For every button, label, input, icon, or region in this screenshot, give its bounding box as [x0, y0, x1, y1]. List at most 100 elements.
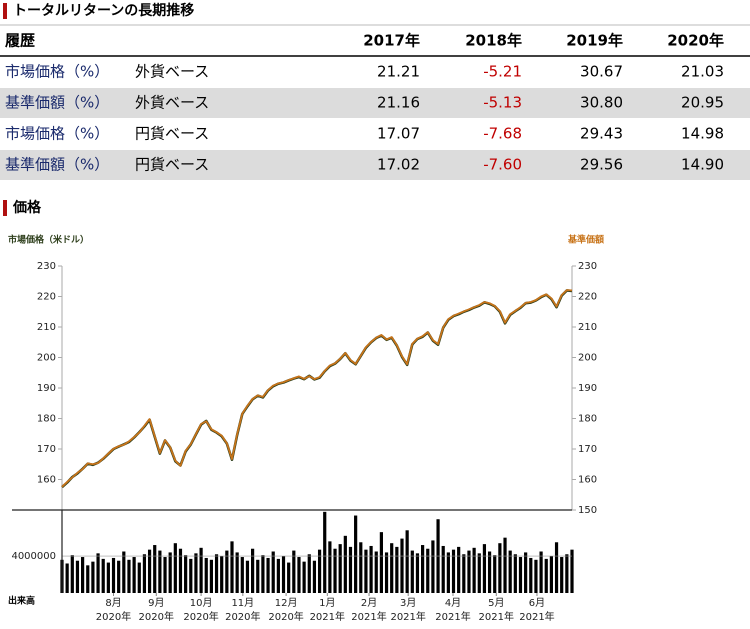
- volume-bar: [390, 543, 394, 593]
- section-title: 価格: [12, 199, 42, 216]
- row-label: 基準価額（%）: [5, 94, 109, 112]
- table-header: 2017年: [363, 32, 420, 50]
- row-label: 基準価額（%）: [5, 156, 109, 174]
- volume-bar: [544, 558, 548, 593]
- volume-bar: [106, 562, 110, 593]
- volume-bar: [451, 549, 456, 593]
- volume-bar: [549, 556, 553, 593]
- x-tick-year: 2021年: [435, 610, 470, 623]
- volume-bar: [137, 562, 141, 593]
- y-tick-label: 190: [37, 383, 56, 394]
- x-tick-year: 2021年: [390, 610, 425, 623]
- row-background: [0, 150, 750, 180]
- y-tick-label: 160: [37, 475, 56, 486]
- volume-bar: [245, 560, 250, 593]
- volume-bar: [111, 557, 116, 593]
- table-cell: 21.21: [377, 63, 420, 81]
- volume-bar: [117, 560, 121, 593]
- volume-bar: [240, 557, 244, 593]
- volume-bar: [127, 559, 131, 593]
- volume-bar: [493, 555, 497, 593]
- volume-bar: [75, 560, 80, 593]
- table-cell: 20.95: [681, 94, 724, 112]
- volume-bar: [194, 553, 198, 593]
- volume-bar: [369, 545, 373, 593]
- volume-bar: [225, 550, 229, 593]
- x-tick-year: 2021年: [310, 610, 345, 623]
- volume-bar: [204, 557, 208, 593]
- volume-bar: [565, 554, 569, 593]
- volume-bar: [173, 543, 177, 593]
- volume-bar: [281, 556, 286, 593]
- row-label: 市場価格（%）: [5, 125, 109, 143]
- volume-bar: [508, 550, 512, 593]
- x-tick-label: 4月: [445, 597, 461, 609]
- volume-bar: [214, 554, 219, 593]
- volume-bar: [178, 548, 183, 593]
- volume-bar: [400, 538, 404, 593]
- table-cell: 21.03: [681, 63, 724, 81]
- volume-bar: [220, 556, 224, 593]
- x-tick-year: 2020年: [268, 610, 303, 623]
- volume-bar: [343, 535, 347, 593]
- row-basis: 円貨ベース: [135, 125, 209, 143]
- x-tick-year: 2020年: [96, 610, 131, 623]
- volume-bar: [554, 542, 559, 593]
- table-cell: 30.80: [580, 94, 623, 112]
- volume-bar: [209, 559, 213, 593]
- volume-bar: [312, 560, 317, 593]
- volume-bar: [513, 554, 517, 593]
- row-basis: 外貨ベース: [135, 94, 209, 112]
- row-background: [0, 88, 750, 118]
- table-header: 2019年: [566, 32, 623, 50]
- volume-bar: [235, 552, 239, 593]
- section-title: トータルリターンの長期推移: [13, 2, 194, 19]
- volume-bar: [189, 558, 193, 593]
- volume-bar: [364, 549, 368, 593]
- x-tick-year: 2020年: [139, 610, 174, 623]
- volume-bar: [472, 547, 476, 593]
- table-cell: 17.07: [377, 125, 420, 143]
- y-tick-label: 200: [37, 353, 56, 364]
- volume-bar: [328, 541, 332, 593]
- volume-tick-label: 4000000: [11, 551, 56, 562]
- x-tick-label: 6月: [529, 597, 545, 609]
- x-tick-label: 11月: [231, 597, 254, 609]
- y2-tick-label: 180: [578, 414, 597, 425]
- volume-bar: [70, 555, 74, 593]
- row-basis: 円貨ベース: [135, 156, 209, 174]
- volume-bar: [359, 542, 363, 593]
- volume-bar: [302, 561, 306, 593]
- volume-bar: [96, 553, 100, 593]
- volume-bar: [446, 552, 450, 593]
- volume-bar: [384, 552, 389, 593]
- volume-bar: [86, 565, 90, 593]
- volume-bar: [518, 557, 523, 593]
- volume-bar: [462, 554, 466, 593]
- volume-bar: [276, 558, 280, 593]
- volume-bar: [477, 553, 481, 593]
- volume-bar: [410, 550, 414, 593]
- volume-bar: [421, 545, 425, 593]
- volume-bar: [457, 546, 461, 593]
- table-header: 2018年: [465, 32, 522, 50]
- volume-bar: [338, 544, 342, 593]
- volume-bar: [487, 551, 492, 593]
- volume-bar: [292, 550, 296, 593]
- x-tick-label: 9月: [148, 597, 164, 609]
- table-cell: 14.90: [681, 156, 724, 174]
- volume-bar: [184, 555, 188, 593]
- volume-bar: [570, 549, 574, 593]
- table-cell: 14.98: [681, 125, 724, 143]
- volume-bar: [348, 546, 353, 593]
- table-cell: -7.60: [483, 156, 522, 174]
- volume-bar: [354, 515, 358, 593]
- x-tick-label: 1月: [319, 597, 335, 609]
- volume-bar: [482, 544, 487, 593]
- x-tick-label: 8月: [105, 597, 121, 609]
- volume-bar: [230, 541, 234, 593]
- x-tick-year: 2020年: [183, 610, 218, 623]
- volume-bar: [142, 554, 147, 593]
- volume-bar: [65, 563, 69, 593]
